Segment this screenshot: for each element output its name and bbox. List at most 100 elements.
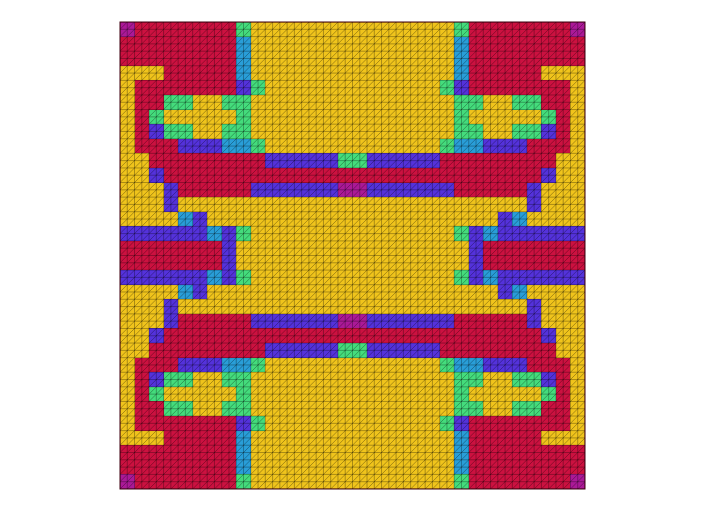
- cell: [265, 66, 280, 81]
- cell: [425, 37, 440, 52]
- cell: [251, 22, 266, 37]
- cell: [309, 416, 324, 431]
- cell: [280, 299, 295, 314]
- cell: [396, 431, 411, 446]
- cell: [483, 270, 498, 285]
- cell: [164, 460, 179, 475]
- cell: [323, 343, 338, 358]
- cell: [483, 401, 498, 416]
- cell: [193, 358, 208, 373]
- cell: [541, 183, 556, 198]
- cell: [411, 168, 426, 183]
- cell: [207, 212, 222, 227]
- cell: [512, 37, 527, 52]
- cell: [469, 226, 484, 241]
- cell: [222, 139, 237, 154]
- cell: [280, 387, 295, 402]
- cell: [236, 37, 251, 52]
- cell: [294, 139, 309, 154]
- cell: [207, 51, 222, 66]
- cell: [135, 343, 150, 358]
- cell: [338, 270, 353, 285]
- cell: [178, 387, 193, 402]
- cell: [527, 445, 542, 460]
- cell: [411, 314, 426, 329]
- cell: [353, 226, 368, 241]
- cell: [164, 183, 179, 198]
- cell: [164, 358, 179, 373]
- cell: [527, 95, 542, 110]
- cell: [178, 153, 193, 168]
- cell: [265, 270, 280, 285]
- cell: [309, 372, 324, 387]
- cell: [469, 270, 484, 285]
- cell: [498, 372, 513, 387]
- cell: [323, 66, 338, 81]
- cell: [164, 416, 179, 431]
- cell: [411, 80, 426, 95]
- cell: [323, 416, 338, 431]
- cell: [338, 431, 353, 446]
- cell: [149, 95, 164, 110]
- cell: [149, 387, 164, 402]
- cell: [367, 328, 382, 343]
- cell: [120, 314, 135, 329]
- cell: [396, 66, 411, 81]
- cell: [236, 343, 251, 358]
- cell: [541, 51, 556, 66]
- cell: [338, 95, 353, 110]
- cell: [396, 51, 411, 66]
- cell: [367, 226, 382, 241]
- cell: [367, 153, 382, 168]
- cell: [309, 328, 324, 343]
- cell: [411, 299, 426, 314]
- cell: [396, 358, 411, 373]
- cell: [178, 431, 193, 446]
- cell: [135, 80, 150, 95]
- cell: [411, 226, 426, 241]
- cell: [280, 328, 295, 343]
- cell: [411, 110, 426, 125]
- cell: [556, 139, 571, 154]
- cell: [498, 460, 513, 475]
- cell: [323, 37, 338, 52]
- cell: [396, 285, 411, 300]
- cell: [382, 183, 397, 198]
- cell: [323, 358, 338, 373]
- cell: [164, 270, 179, 285]
- cell: [454, 314, 469, 329]
- cell: [135, 226, 150, 241]
- cell: [353, 212, 368, 227]
- cell: [207, 358, 222, 373]
- cell: [469, 358, 484, 373]
- cell: [164, 431, 179, 446]
- cell: [294, 285, 309, 300]
- cell: [541, 314, 556, 329]
- cell: [222, 241, 237, 256]
- cell: [382, 328, 397, 343]
- cell: [193, 51, 208, 66]
- cell: [280, 256, 295, 271]
- cell: [367, 416, 382, 431]
- cell: [164, 168, 179, 183]
- cell: [469, 416, 484, 431]
- cell: [251, 343, 266, 358]
- cell: [541, 270, 556, 285]
- cell: [120, 66, 135, 81]
- cell: [411, 51, 426, 66]
- cell: [483, 358, 498, 373]
- cell: [483, 372, 498, 387]
- cell: [382, 256, 397, 271]
- cell: [440, 168, 455, 183]
- cell: [164, 387, 179, 402]
- cell: [338, 22, 353, 37]
- cell: [440, 241, 455, 256]
- cell: [353, 270, 368, 285]
- cell: [483, 168, 498, 183]
- cell: [265, 343, 280, 358]
- cell: [294, 197, 309, 212]
- cell: [469, 431, 484, 446]
- cell: [294, 401, 309, 416]
- cell: [527, 80, 542, 95]
- cell: [498, 124, 513, 139]
